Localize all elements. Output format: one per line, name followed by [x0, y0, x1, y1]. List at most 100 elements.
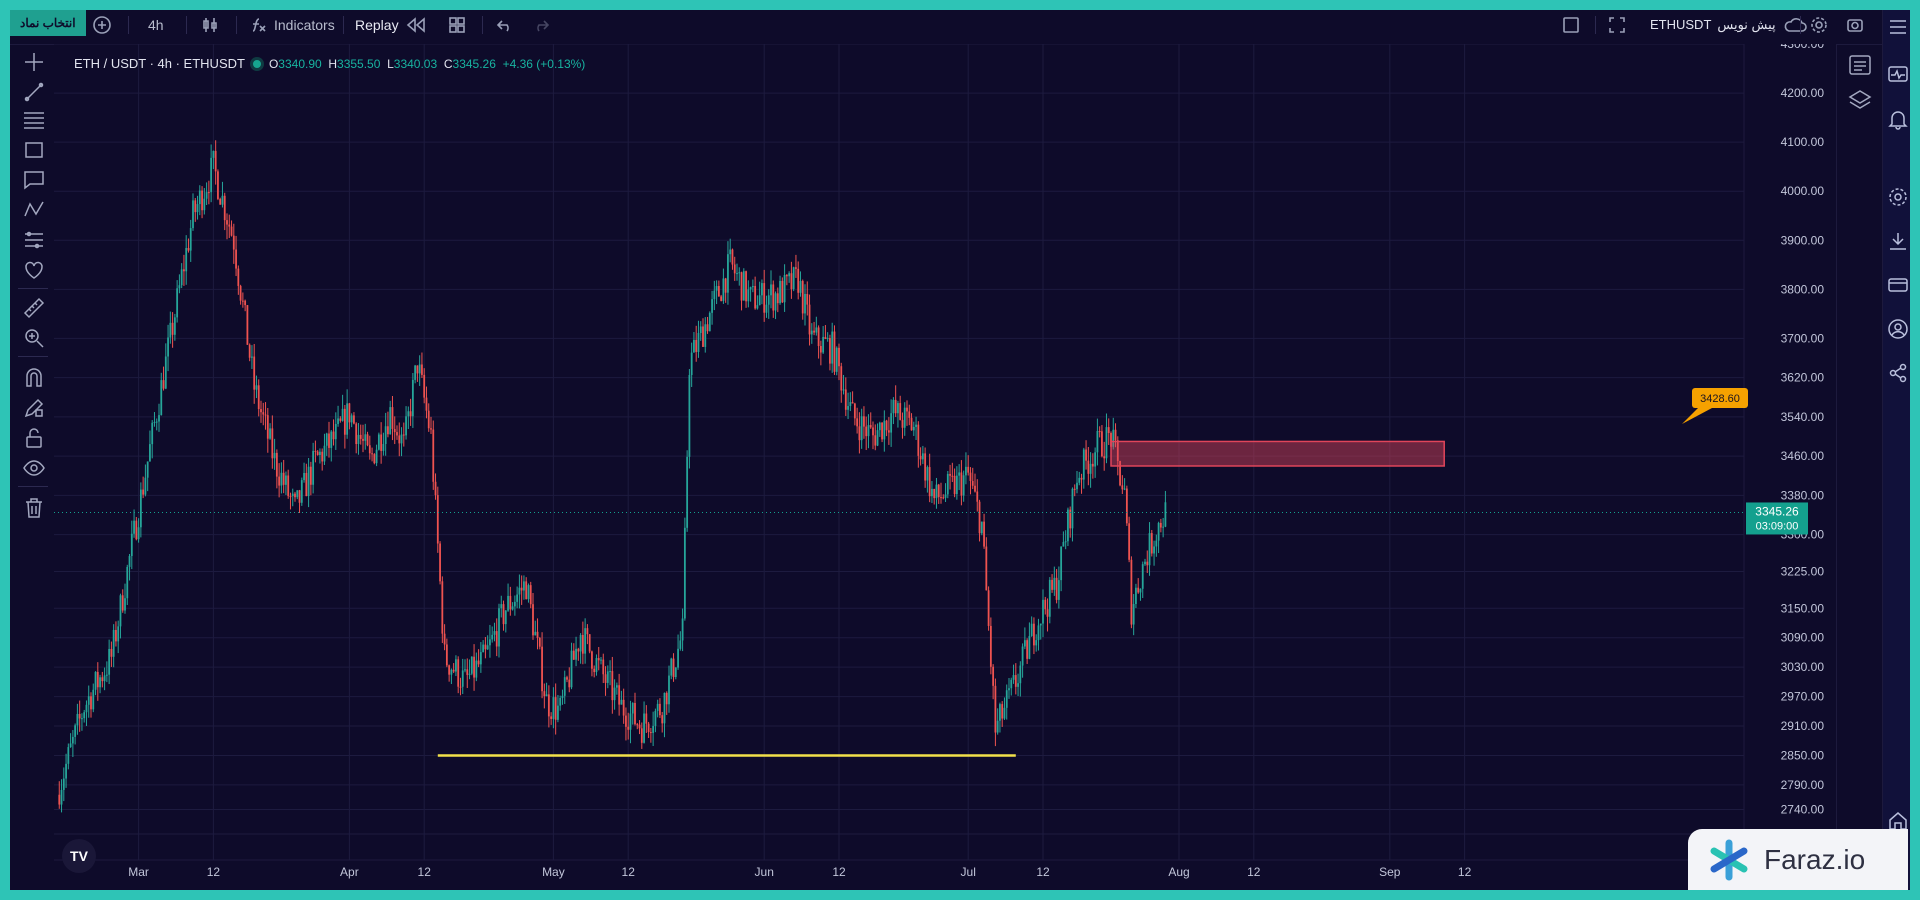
zoom-icon: [25, 329, 44, 348]
candle-body: [640, 728, 643, 743]
price-tick-label: 3540.00: [1781, 410, 1825, 424]
redo-button[interactable]: [532, 14, 550, 36]
candle-body: [1164, 502, 1167, 527]
candle-body: [595, 658, 598, 673]
measure-tool[interactable]: [22, 296, 46, 320]
price-callout-box: [1692, 388, 1748, 408]
add-symbol-button[interactable]: [92, 14, 112, 36]
stay-drawing-tool[interactable]: [22, 396, 46, 420]
candle-body: [1021, 646, 1024, 666]
candle-body: [634, 702, 636, 725]
fullscreen-button[interactable]: [1608, 14, 1626, 36]
candle-body: [1119, 460, 1121, 486]
menu-button[interactable]: [1887, 16, 1909, 38]
alerts-button[interactable]: [1887, 108, 1909, 130]
faraz-brand-badge[interactable]: Faraz.io: [1688, 829, 1908, 890]
object-tree-button[interactable]: [1847, 52, 1873, 78]
magnet-tool[interactable]: [22, 366, 46, 390]
candle-body: [119, 595, 122, 627]
profile-button[interactable]: [1887, 318, 1909, 340]
layout-square-button[interactable]: [1562, 14, 1580, 36]
chart-type-button[interactable]: [200, 14, 220, 36]
snapshot-button[interactable]: [1846, 14, 1864, 36]
chart-settings-button[interactable]: [1810, 14, 1828, 36]
share-button[interactable]: [1887, 362, 1909, 384]
resistance-zone: [1110, 440, 1445, 467]
lock-drawings-tool[interactable]: [22, 426, 46, 450]
candle-body: [153, 422, 156, 424]
candle-body: [380, 434, 383, 451]
candle-body: [103, 675, 106, 682]
candle-body: [724, 278, 727, 293]
callout-tool[interactable]: [22, 168, 46, 192]
rectangle-tool[interactable]: [22, 138, 46, 162]
candle-body: [974, 485, 976, 492]
candle-body: [924, 453, 927, 481]
favorites-tool[interactable]: [22, 258, 46, 282]
candle-body: [357, 434, 360, 445]
candle-body: [672, 658, 675, 678]
undo-button[interactable]: [496, 14, 514, 36]
candle-body: [912, 426, 915, 431]
download-button[interactable]: [1887, 230, 1909, 252]
crosshair-tool[interactable]: [22, 50, 46, 74]
fib-tool[interactable]: [22, 108, 46, 132]
candle-body: [217, 171, 219, 199]
watchlist-button[interactable]: [1887, 64, 1909, 86]
trendline-tool[interactable]: [22, 80, 46, 104]
timeframe-button[interactable]: 4h: [148, 14, 164, 36]
settings-button[interactable]: [1887, 186, 1909, 208]
draft-symbol[interactable]: ETHUSDT پیش نویس: [1650, 14, 1808, 36]
select-symbol-button[interactable]: انتخاب نماد: [10, 10, 86, 36]
zoom-tool[interactable]: [22, 326, 46, 350]
price-chart[interactable]: 2690.002740.002790.002850.002910.002970.…: [54, 37, 1836, 890]
candle-body: [69, 743, 72, 748]
chart-canvas[interactable]: 2690.002740.002790.002850.002910.002970.…: [54, 37, 1836, 890]
candle-body: [754, 286, 757, 309]
candle-body: [874, 435, 877, 446]
bar-countdown: 03:09:00: [1756, 520, 1799, 532]
price-tick-label: 4100.00: [1781, 135, 1825, 149]
symbol-title[interactable]: ETH / USDT · 4h · ETHUSDT: [74, 56, 245, 71]
candle-body: [588, 634, 591, 652]
candle-body: [681, 618, 684, 641]
prediction-tool[interactable]: [22, 228, 46, 252]
candle-body: [860, 416, 863, 441]
card-icon: [1888, 278, 1908, 292]
candle-body: [713, 290, 716, 300]
candle-body: [577, 648, 580, 652]
time-tick-label: May: [542, 865, 565, 879]
candle-body: [405, 416, 407, 436]
candle-body: [761, 283, 763, 296]
remove-drawings-tool[interactable]: [22, 496, 46, 520]
layers-button[interactable]: [1847, 88, 1873, 114]
candle-body: [475, 660, 478, 678]
replay-button[interactable]: Replay: [355, 14, 427, 36]
candle-body: [328, 433, 330, 448]
pattern-tool[interactable]: [22, 198, 46, 222]
candle-body: [792, 267, 795, 290]
callout-icon: [24, 171, 44, 190]
candle-body: [881, 422, 883, 440]
candle-body: [436, 495, 439, 544]
layout-button[interactable]: [448, 14, 466, 36]
wallet-button[interactable]: [1887, 274, 1909, 296]
candle-body: [835, 347, 838, 372]
candle-body: [121, 595, 124, 611]
candle-body: [162, 380, 165, 389]
candle-body: [1139, 588, 1142, 593]
candle-body: [1005, 690, 1008, 708]
tradingview-logo[interactable]: TV: [62, 839, 96, 873]
price-tick-label: 4200.00: [1781, 86, 1825, 100]
indicators-button[interactable]: Indicators: [250, 14, 335, 36]
candle-body: [779, 280, 781, 304]
candle-body: [629, 713, 632, 730]
hide-drawings-tool[interactable]: [22, 456, 46, 480]
candle-body: [58, 794, 61, 805]
candle-body: [1017, 683, 1019, 687]
eye-icon: [23, 460, 45, 476]
candle-body: [591, 651, 593, 669]
candle-body: [572, 650, 575, 660]
candle-body: [1153, 546, 1155, 554]
candle-body: [1091, 463, 1094, 467]
